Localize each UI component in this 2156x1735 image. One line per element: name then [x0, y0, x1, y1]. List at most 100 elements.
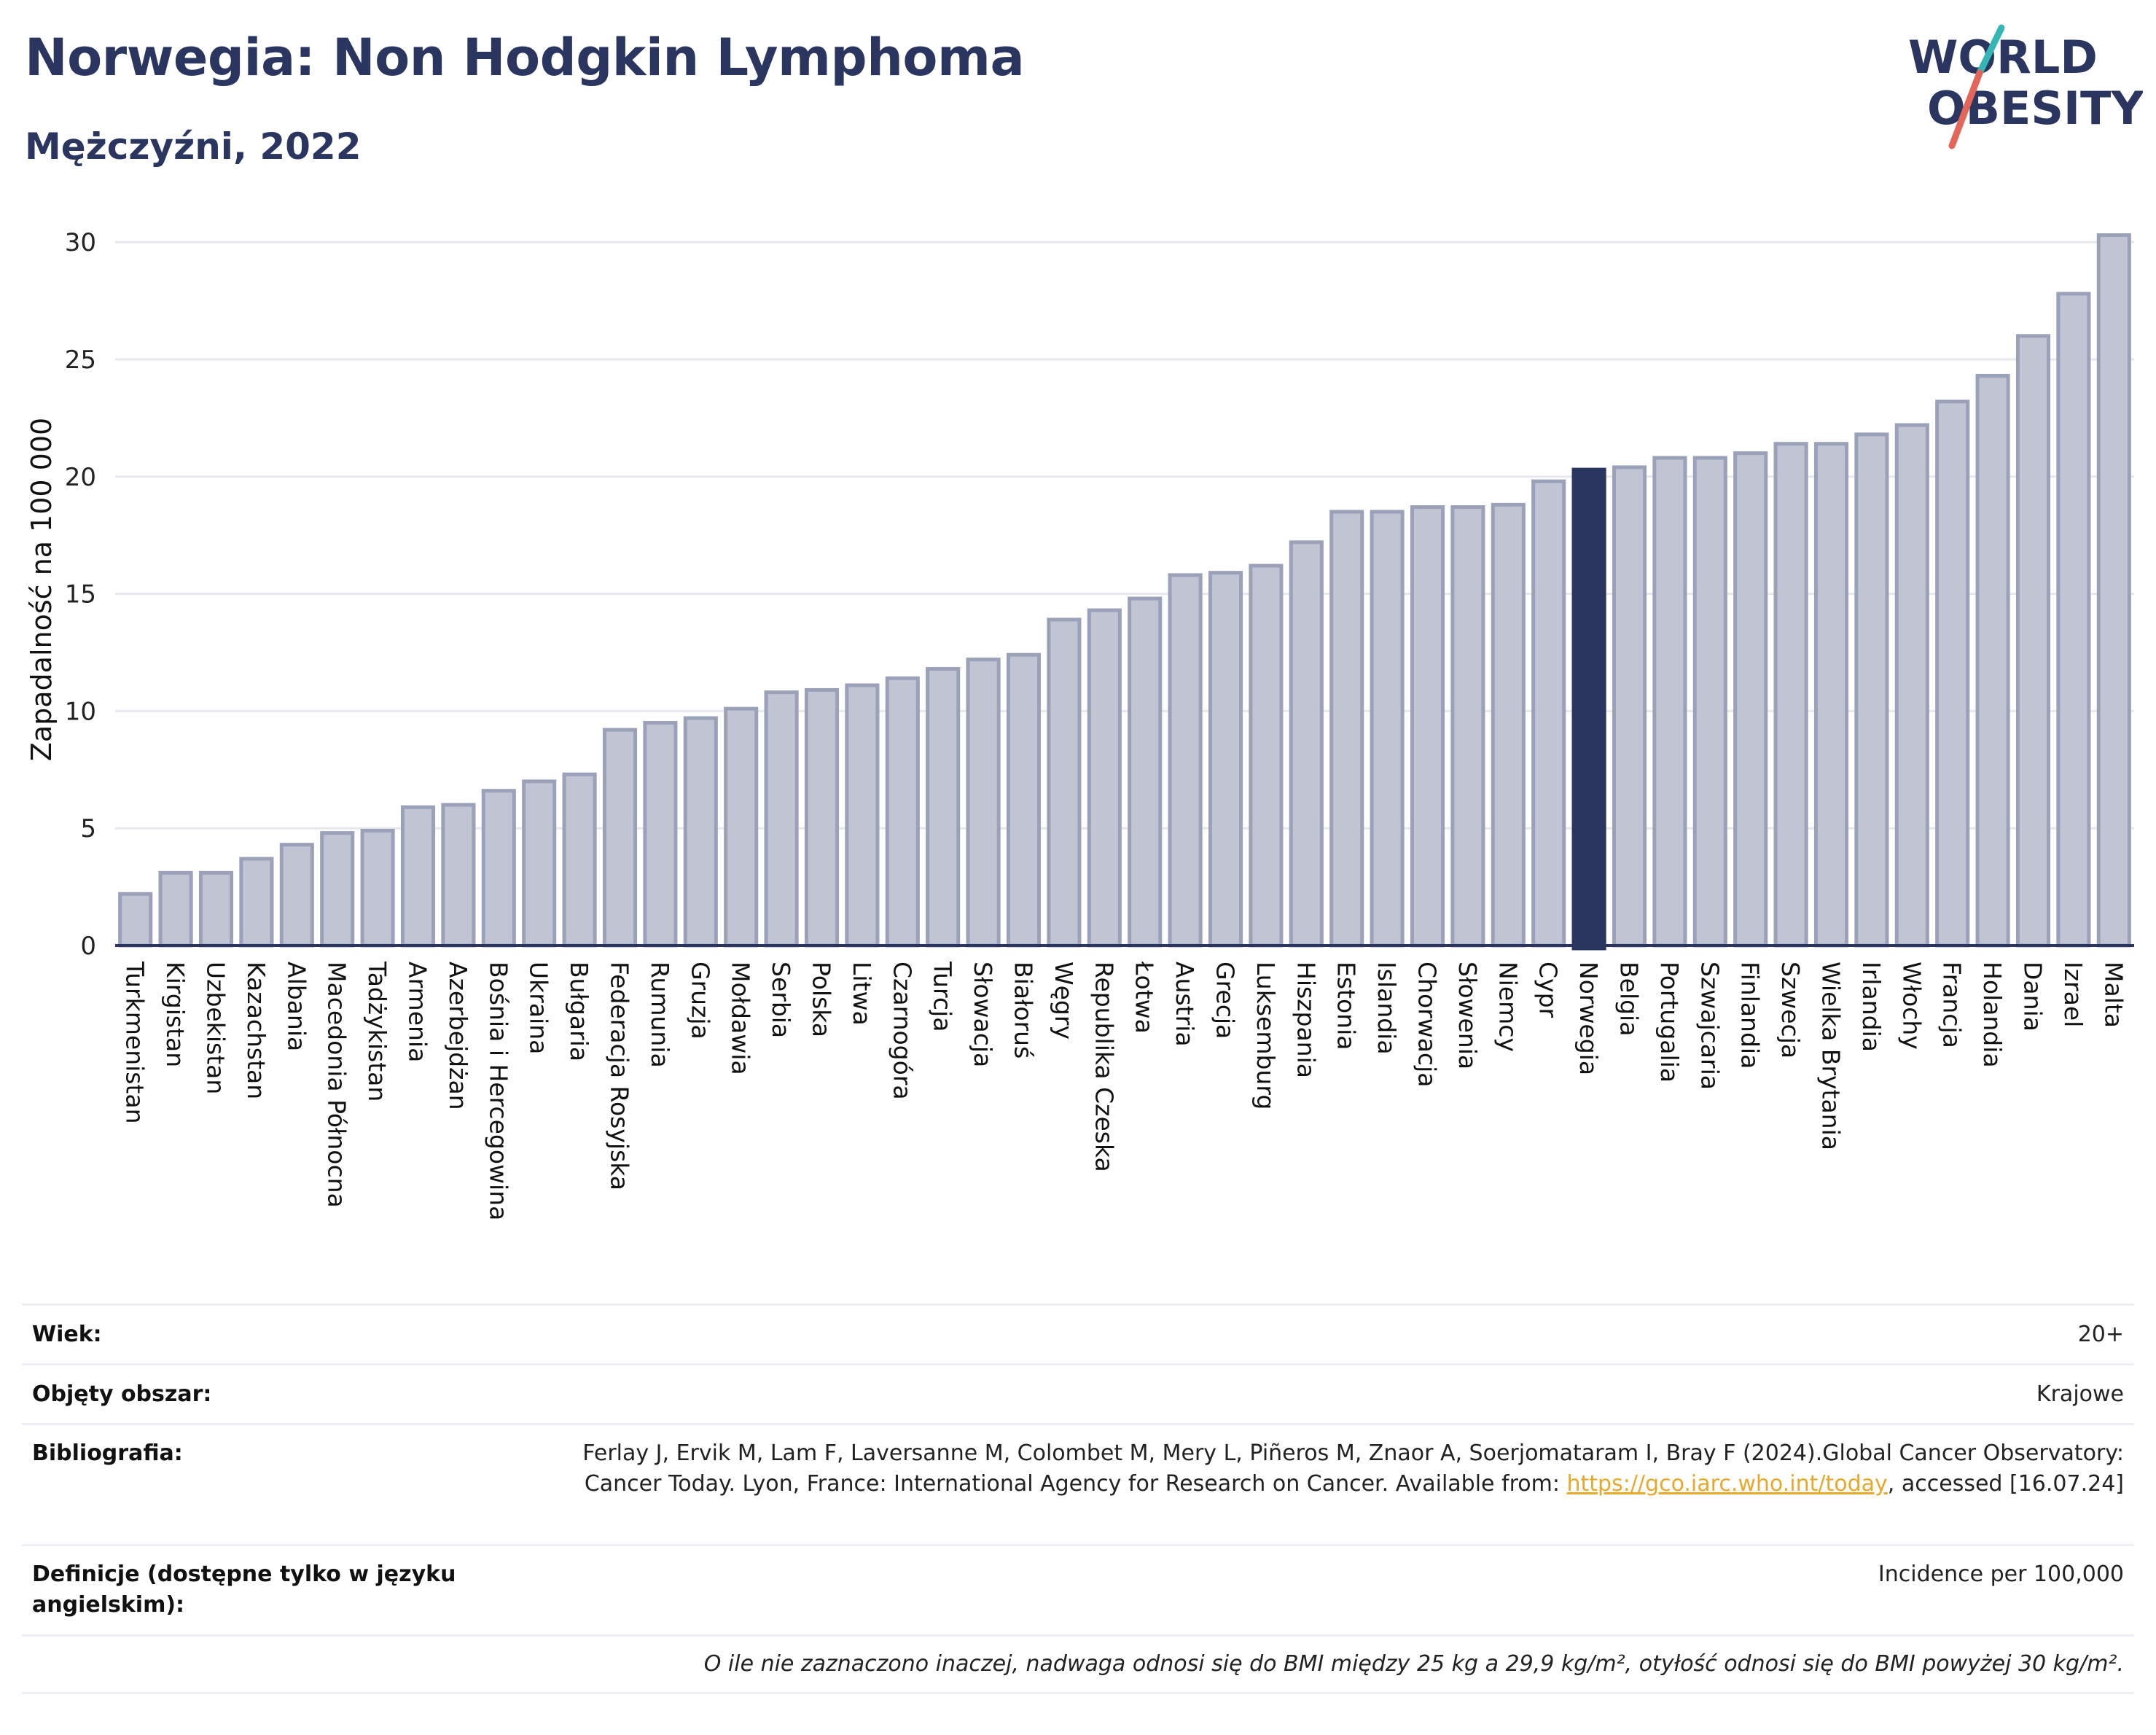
bar-albania — [279, 843, 314, 948]
x-tick-label: Słowacja — [969, 962, 997, 1067]
world-obesity-logo: WORLD OBESITY — [1908, 24, 2143, 149]
logo-line-1: WORLD — [1908, 31, 2098, 84]
x-tick-label: Gruzja — [686, 962, 714, 1040]
x-tick-label: Republika Czeska — [1090, 962, 1118, 1172]
bar-armenia — [400, 805, 436, 948]
y-tick-label: 0 — [80, 932, 96, 961]
bar-wielka-brytania — [1813, 442, 1849, 948]
bar-luksemburg — [1249, 564, 1284, 948]
x-tick-label: Polska — [808, 962, 836, 1037]
bar-turkmenistan — [118, 892, 153, 948]
age-label: Wiek: — [32, 1321, 102, 1347]
page-title: Norwegia: Non Hodgkin Lymphoma — [25, 28, 1025, 87]
bar-republika-czeska — [1087, 608, 1122, 948]
x-tick-label: Szwajcaria — [1695, 962, 1724, 1090]
x-tick-label: Malta — [2099, 962, 2128, 1028]
bar-niemcy — [1491, 502, 1526, 948]
y-tick-label: 5 — [80, 814, 96, 843]
bibliography-label: Bibliografia: — [32, 1440, 183, 1466]
bar-kazachstan — [239, 857, 274, 948]
bar-cypr — [1531, 479, 1566, 948]
bar-szwecja — [1773, 442, 1808, 948]
x-tick-label: Albania — [282, 962, 310, 1051]
meta-row-bibliography: Bibliografia: Ferlay J, Ervik M, Lam F, … — [22, 1423, 2134, 1544]
x-tick-label: Białoruś — [1009, 962, 1038, 1058]
bar-rumunia — [643, 720, 678, 948]
bar-włochy — [1894, 423, 1929, 948]
x-tick-label: Islandia — [1372, 962, 1401, 1055]
x-tick-label: Luksemburg — [1251, 962, 1280, 1110]
y-tick-label: 10 — [65, 697, 96, 726]
x-tick-label: Cypr — [1534, 962, 1563, 1018]
meta-row-coverage: Objęty obszar: Krajowe — [22, 1363, 2134, 1423]
x-tick-label: Niemcy — [1493, 962, 1522, 1052]
x-tick-label: Macedonia Północna — [323, 962, 351, 1208]
y-axis-title: Zapadalność na 100 000 — [26, 418, 58, 761]
bar-czarnogóra — [885, 676, 920, 948]
bar-bułgaria — [562, 772, 597, 948]
x-tick-label: Bułgaria — [565, 962, 593, 1061]
x-tick-label: Hiszpania — [1292, 962, 1320, 1078]
bibliography-value: Ferlay J, Ervik M, Lam F, Laversanne M, … — [520, 1438, 2124, 1544]
bar-malta — [2096, 233, 2131, 948]
x-tick-label: Szwecja — [1776, 962, 1805, 1058]
x-tick-label: Chorwacja — [1413, 962, 1442, 1087]
x-tick-label: Ukraina — [525, 962, 553, 1054]
coverage-label: Objęty obszar: — [32, 1381, 212, 1407]
x-tick-label: Belgia — [1615, 962, 1644, 1036]
bar-hiszpania — [1289, 540, 1324, 948]
bar-grecja — [1208, 571, 1243, 948]
bar-dania — [2015, 334, 2051, 948]
meta-row-definitions: Definicje (dostępne tylko w języku angie… — [22, 1544, 2134, 1634]
x-tick-label: Wielka Brytania — [1817, 962, 1846, 1150]
bar-słowenia — [1450, 505, 1485, 948]
x-tick-label: Serbia — [767, 962, 795, 1038]
logo-slash-red — [1948, 69, 1983, 149]
bar-macedonia-północna — [320, 831, 355, 948]
y-tick-label: 25 — [65, 346, 96, 375]
bar-portugalia — [1652, 456, 1687, 948]
x-tick-label: Norwegia — [1574, 962, 1603, 1075]
x-tick-label: Kirgistan — [161, 962, 190, 1067]
bibliography-text-1: Ferlay J, Ervik M, Lam F, Laversanne M, … — [582, 1440, 2124, 1497]
x-tick-label: Słowenia — [1453, 962, 1482, 1069]
bar-austria — [1168, 573, 1203, 948]
bar-finlandia — [1733, 451, 1768, 948]
bar-kirgistan — [158, 870, 193, 948]
logo-slash-teal — [1976, 24, 2005, 77]
meta-row-age: Wiek: 20+ — [22, 1303, 2134, 1363]
definitions-value: Incidence per 100,000 — [1878, 1562, 2124, 1587]
bar-chorwacja — [1410, 505, 1445, 948]
bar-mołdawia — [724, 706, 759, 948]
y-tick-label: 15 — [65, 580, 96, 609]
x-tick-label: Turcja — [929, 961, 957, 1032]
bar-irlandia — [1854, 432, 1889, 948]
bar-bośnia-i-hercegowina — [481, 789, 516, 948]
x-tick-label: Federacja Rosyjska — [606, 962, 634, 1190]
bar-chart: 0 5 10 15 20 25 30 Zapadalność na 100 000 Turkme… — [26, 228, 2134, 1220]
coverage-value: Krajowe — [2036, 1381, 2124, 1407]
x-tick-label: Dania — [2019, 962, 2047, 1032]
bar-holandia — [1975, 373, 2010, 948]
bar-serbia — [764, 690, 799, 948]
y-tick-label: 30 — [65, 228, 96, 257]
bar-azerbejdżan — [441, 803, 476, 948]
bar-polska — [804, 687, 840, 948]
bar-belgia — [1612, 465, 1647, 948]
age-value: 20+ — [2077, 1321, 2124, 1347]
y-tick-label: 20 — [65, 463, 96, 492]
x-tick-label: Turkmenistan — [121, 961, 149, 1124]
x-tick-label: Francja — [1938, 962, 1966, 1048]
x-tick-label: Irlandia — [1857, 962, 1886, 1052]
bar-gruzja — [683, 716, 718, 948]
x-tick-label: Włochy — [1897, 962, 1926, 1050]
x-tick-label: Grecja — [1211, 962, 1240, 1039]
bar-islandia — [1370, 510, 1405, 948]
bibliography-link[interactable]: https://gco.iarc.who.int/today — [1566, 1471, 1888, 1497]
x-tick-label: Estonia — [1332, 962, 1361, 1050]
x-tick-label: Węgry — [1050, 962, 1078, 1040]
bibliography-text-2: , accessed [16.07.24] — [1887, 1471, 2124, 1497]
bar-francja — [1935, 399, 1970, 948]
metadata-table: Wiek: 20+ Objęty obszar: Krajowe Bibliog… — [22, 1303, 2134, 1694]
x-tick-label: Finlandia — [1736, 962, 1765, 1069]
